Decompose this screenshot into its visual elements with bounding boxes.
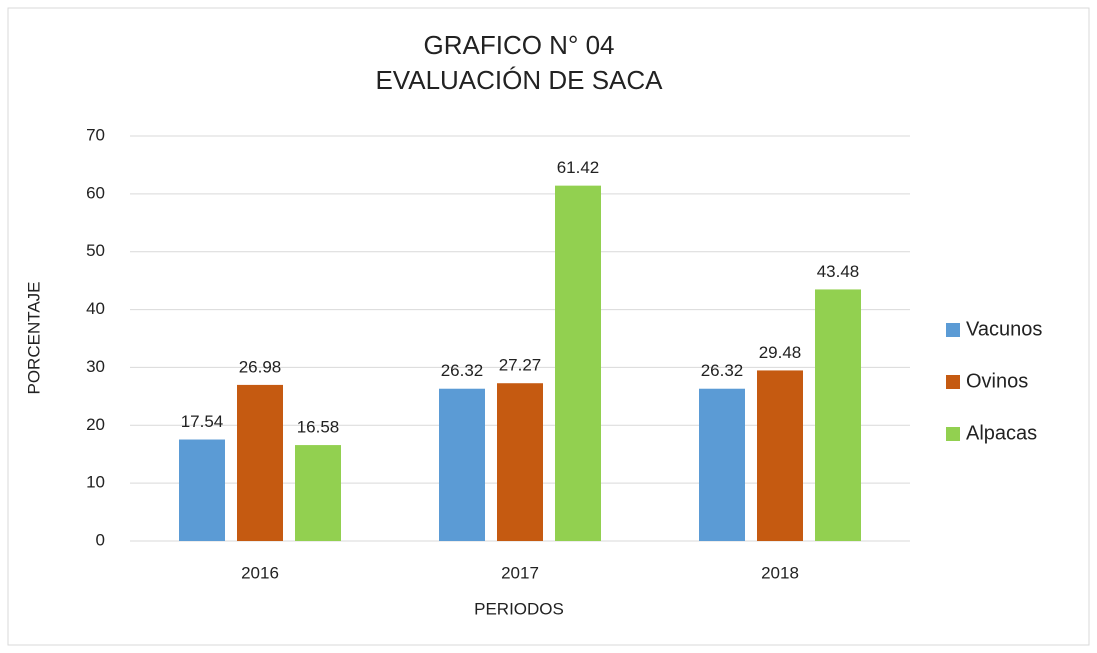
x-tick-label: 2017 [501, 563, 539, 582]
y-tick-label: 70 [86, 125, 105, 144]
y-tick-label: 20 [86, 415, 105, 434]
bar [295, 445, 341, 541]
y-tick-label: 60 [86, 183, 105, 202]
bar [237, 384, 283, 541]
legend-label: Alpacas [966, 422, 1037, 444]
bar [555, 185, 601, 542]
y-tick-label: 0 [96, 530, 105, 549]
data-label: 61.42 [557, 158, 600, 177]
data-label: 26.98 [239, 357, 282, 376]
legend-label: Ovinos [966, 370, 1028, 392]
bar [179, 439, 225, 541]
y-axis-label: PORCENTAJE [24, 281, 43, 394]
x-tick-label: 2016 [241, 563, 279, 582]
chart-subtitle: EVALUACIÓN DE SACA [375, 65, 663, 95]
data-label: 27.27 [499, 356, 542, 375]
legend-swatch [946, 427, 960, 441]
bar [757, 370, 803, 541]
bar [439, 388, 485, 541]
x-axis-label: PERIODOS [474, 599, 564, 618]
legend-swatch [946, 375, 960, 389]
data-label: 26.32 [701, 361, 744, 380]
y-tick-label: 30 [86, 357, 105, 376]
bar [699, 388, 745, 541]
data-label: 26.32 [441, 361, 484, 380]
bar [497, 383, 543, 541]
data-label: 16.58 [297, 418, 340, 437]
bar [815, 289, 861, 541]
data-label: 43.48 [817, 262, 860, 281]
y-tick-label: 40 [86, 299, 105, 318]
legend-swatch [946, 323, 960, 337]
data-label: 29.48 [759, 343, 802, 362]
data-label: 17.54 [181, 412, 224, 431]
x-tick-label: 2018 [761, 563, 799, 582]
y-tick-label: 50 [86, 241, 105, 260]
chart-title: GRAFICO N° 04 [424, 30, 615, 60]
chart-border [7, 7, 1090, 646]
y-tick-label: 10 [86, 473, 105, 492]
legend-label: Vacunos [966, 318, 1042, 340]
